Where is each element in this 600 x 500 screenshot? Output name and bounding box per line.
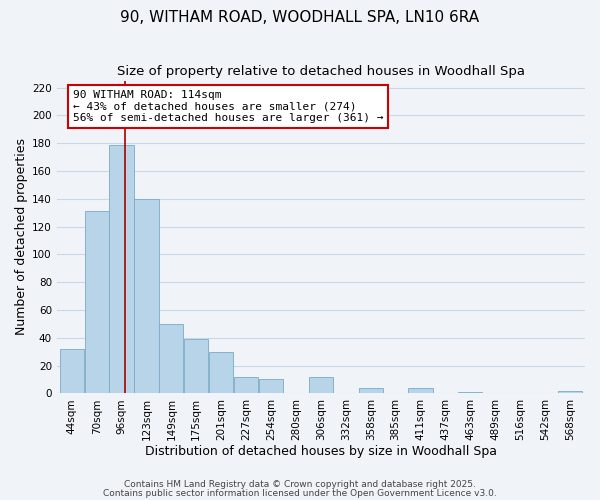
Bar bbox=[109, 144, 134, 394]
Text: Contains public sector information licensed under the Open Government Licence v3: Contains public sector information licen… bbox=[103, 488, 497, 498]
Bar bbox=[160, 324, 184, 394]
Text: 90 WITHAM ROAD: 114sqm
← 43% of detached houses are smaller (274)
56% of semi-de: 90 WITHAM ROAD: 114sqm ← 43% of detached… bbox=[73, 90, 383, 123]
Bar bbox=[184, 339, 208, 394]
Bar bbox=[259, 380, 283, 394]
Bar bbox=[134, 198, 158, 394]
Bar bbox=[458, 392, 482, 394]
Bar bbox=[359, 388, 383, 394]
Bar bbox=[85, 211, 109, 394]
Title: Size of property relative to detached houses in Woodhall Spa: Size of property relative to detached ho… bbox=[117, 65, 525, 78]
X-axis label: Distribution of detached houses by size in Woodhall Spa: Distribution of detached houses by size … bbox=[145, 444, 497, 458]
Bar bbox=[409, 388, 433, 394]
Text: 90, WITHAM ROAD, WOODHALL SPA, LN10 6RA: 90, WITHAM ROAD, WOODHALL SPA, LN10 6RA bbox=[121, 10, 479, 25]
Bar bbox=[209, 352, 233, 394]
Bar bbox=[234, 376, 258, 394]
Y-axis label: Number of detached properties: Number of detached properties bbox=[15, 138, 28, 336]
Bar bbox=[558, 390, 582, 394]
Bar bbox=[59, 349, 84, 394]
Bar bbox=[309, 376, 333, 394]
Text: Contains HM Land Registry data © Crown copyright and database right 2025.: Contains HM Land Registry data © Crown c… bbox=[124, 480, 476, 489]
